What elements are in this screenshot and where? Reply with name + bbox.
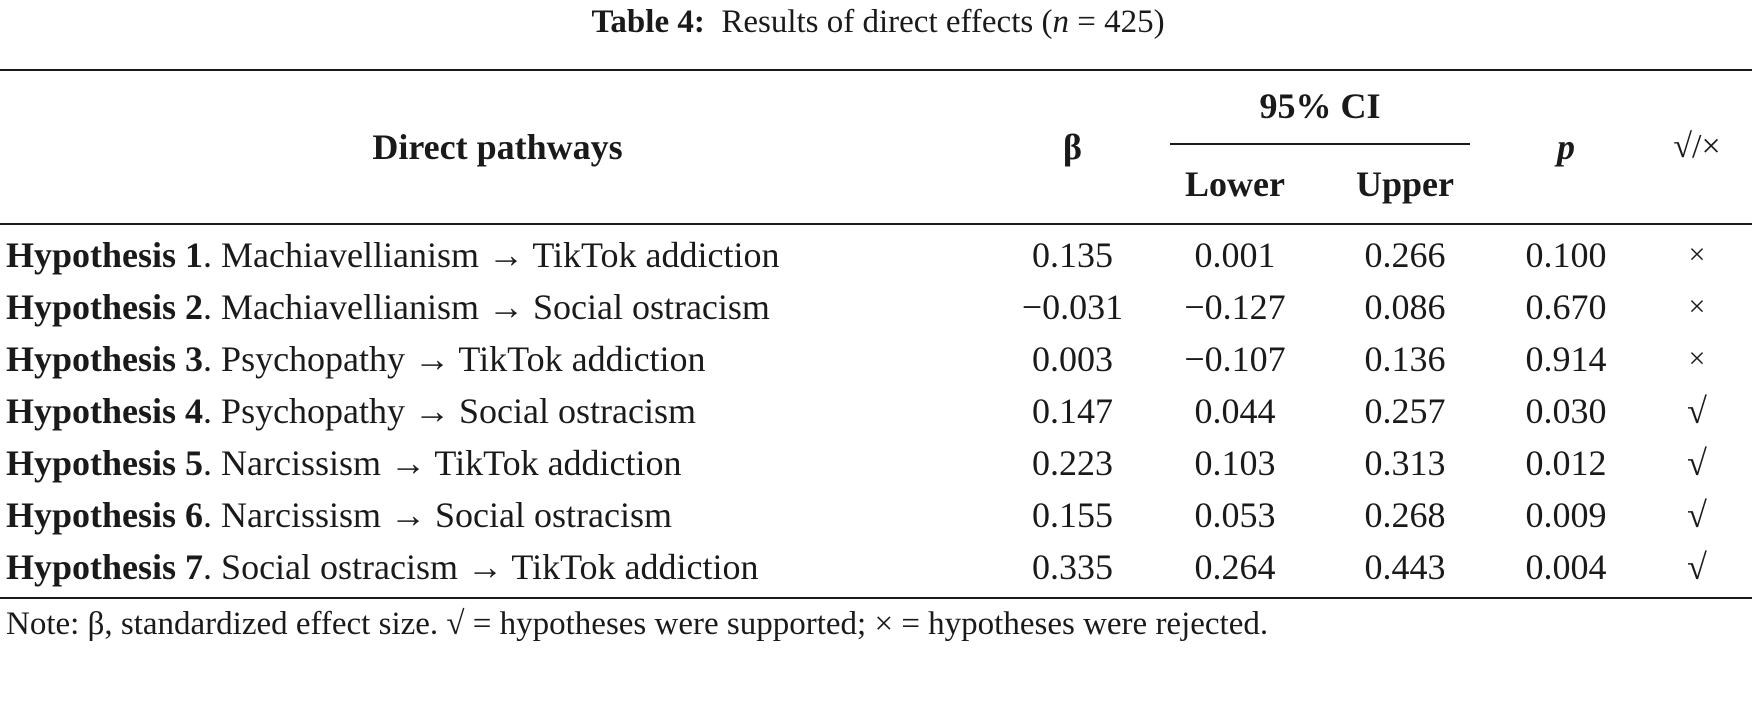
pathway-cell: Hypothesis 4. Psychopathy → Social ostra… <box>0 385 995 437</box>
caption-text-before: Results of direct effects ( <box>721 4 1053 40</box>
pathway-text: . Psychopathy → TikTok addiction <box>203 339 706 379</box>
caption-n-symbol: n <box>1052 4 1069 40</box>
p-value: 0.012 <box>1525 443 1607 483</box>
ci-upper-value: 0.268 <box>1364 495 1446 535</box>
ci-lower-value: 0.103 <box>1194 443 1276 483</box>
table-body: Hypothesis 1. Machiavellianism → TikTok … <box>0 224 1753 598</box>
hypothesis-label: Hypothesis 6 <box>6 495 204 535</box>
header-95-ci: 95% CI <box>1150 70 1490 145</box>
table-caption: Table 4: Results of direct effects (n = … <box>0 2 1756 42</box>
hypothesis-label: Hypothesis 2 <box>6 287 204 327</box>
ci-upper-value: 0.313 <box>1364 443 1446 483</box>
table-label: Table 4: <box>591 4 705 40</box>
ci-rule-divider <box>1170 143 1471 145</box>
header-upper: Upper <box>1356 164 1454 204</box>
ci-lower-value: −0.127 <box>1184 287 1286 327</box>
beta-value: 0.335 <box>1032 547 1113 587</box>
header-95-ci-label: 95% CI <box>1259 86 1381 126</box>
beta-value: 0.147 <box>1032 391 1113 431</box>
p-value: 0.004 <box>1525 547 1607 587</box>
header-lower: Lower <box>1185 164 1285 204</box>
pathway-text: . Narcissism → TikTok addiction <box>203 443 682 483</box>
pathway-text: . Psychopathy → Social ostracism <box>203 391 696 431</box>
pathway-cell: Hypothesis 6. Narcissism → Social ostrac… <box>0 489 995 541</box>
ci-lower-value: 0.264 <box>1194 547 1276 587</box>
table-row: Hypothesis 7. Social ostracism → TikTok … <box>0 541 1753 598</box>
beta-value: 0.003 <box>1032 339 1113 379</box>
result-mark: × <box>1688 238 1706 271</box>
direct-effects-table: Direct pathways β 95% CI p √/× Lower Upp… <box>0 69 1753 599</box>
beta-value: 0.135 <box>1032 235 1113 275</box>
p-value: 0.009 <box>1525 495 1607 535</box>
result-mark: √ <box>1687 391 1707 431</box>
hypothesis-label: Hypothesis 3 <box>6 339 204 379</box>
ci-upper-value: 0.257 <box>1364 391 1446 431</box>
result-mark: × <box>1688 342 1706 375</box>
ci-lower-value: 0.044 <box>1194 391 1276 431</box>
header-p-value: p <box>1557 127 1576 167</box>
table-row: Hypothesis 1. Machiavellianism → TikTok … <box>0 224 1752 281</box>
p-value: 0.670 <box>1525 287 1607 327</box>
pathway-text: . Social ostracism → TikTok addiction <box>203 547 759 587</box>
p-value: 0.100 <box>1525 235 1607 275</box>
table-row: Hypothesis 2. Machiavellianism → Social … <box>0 281 1752 333</box>
ci-upper-value: 0.266 <box>1364 235 1446 275</box>
pathway-cell: Hypothesis 2. Machiavellianism → Social … <box>0 281 995 333</box>
beta-value: −0.031 <box>1021 287 1124 327</box>
pathway-cell: Hypothesis 1. Machiavellianism → TikTok … <box>0 224 995 281</box>
hypothesis-label: Hypothesis 7 <box>6 547 204 587</box>
beta-value: 0.223 <box>1032 443 1113 483</box>
beta-value: 0.155 <box>1032 495 1113 535</box>
ci-upper-value: 0.443 <box>1364 547 1446 587</box>
hypothesis-label: Hypothesis 1 <box>6 235 204 275</box>
table-row: Hypothesis 3. Psychopathy → TikTok addic… <box>0 333 1752 385</box>
pathway-cell: Hypothesis 3. Psychopathy → TikTok addic… <box>0 333 995 385</box>
pathway-cell: Hypothesis 7. Social ostracism → TikTok … <box>0 541 995 598</box>
ci-upper-value: 0.136 <box>1364 339 1446 379</box>
pathway-text: . Machiavellianism → Social ostracism <box>203 287 770 327</box>
hypothesis-label: Hypothesis 4 <box>6 391 204 431</box>
ci-lower-value: 0.001 <box>1194 235 1276 275</box>
result-mark: √ <box>1687 495 1707 535</box>
pathway-text: . Narcissism → Social ostracism <box>203 495 672 535</box>
p-value: 0.030 <box>1525 391 1607 431</box>
header-supported: √/× <box>1673 128 1721 165</box>
header-direct-pathways: Direct pathways <box>372 127 623 167</box>
result-mark: √ <box>1687 443 1707 483</box>
table-row: Hypothesis 5. Narcissism → TikTok addict… <box>0 437 1752 489</box>
header-beta: β <box>1063 127 1082 167</box>
hypothesis-label: Hypothesis 5 <box>6 443 204 483</box>
p-value: 0.914 <box>1525 339 1607 379</box>
pathway-cell: Hypothesis 5. Narcissism → TikTok addict… <box>0 437 995 489</box>
caption-text-after: = 425) <box>1068 4 1165 40</box>
ci-lower-value: 0.053 <box>1194 495 1276 535</box>
result-mark: × <box>1688 290 1706 323</box>
table-header: Direct pathways β 95% CI p √/× Lower Upp… <box>0 70 1753 224</box>
ci-lower-value: −0.107 <box>1184 339 1286 379</box>
table-row: Hypothesis 4. Psychopathy → Social ostra… <box>0 385 1752 437</box>
ci-upper-value: 0.086 <box>1364 287 1446 327</box>
table-note: Note: β, standardized effect size. √ = h… <box>6 606 1269 642</box>
table-row: Hypothesis 6. Narcissism → Social ostrac… <box>0 489 1752 541</box>
result-mark: √ <box>1687 547 1707 587</box>
pathway-text: . Machiavellianism → TikTok addiction <box>203 235 780 275</box>
